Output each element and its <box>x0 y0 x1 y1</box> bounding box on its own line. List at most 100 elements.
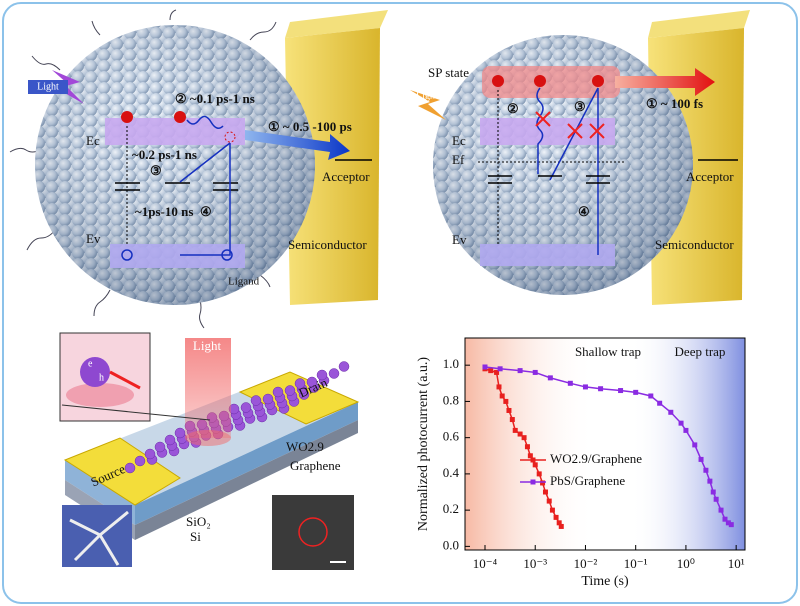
x-axis-label: Time (s) <box>581 574 629 589</box>
ligands <box>9 9 277 329</box>
series-line <box>484 368 562 527</box>
legend-marker <box>530 457 536 463</box>
sio2-label: SiO₂ <box>186 514 211 529</box>
nanoparticle-shade <box>35 25 315 305</box>
si-label: Si <box>190 529 201 544</box>
quantum-dot <box>250 395 262 406</box>
data-point <box>722 516 728 522</box>
electron <box>121 111 133 123</box>
data-point <box>540 480 546 486</box>
x-tick-label: 10⁰ <box>677 556 695 571</box>
quantum-dot <box>272 386 284 398</box>
slab-top <box>648 10 750 38</box>
light-spot <box>185 430 231 446</box>
valence-band <box>480 244 615 266</box>
ligand-label: Ligand <box>228 276 260 288</box>
data-point <box>698 456 704 462</box>
conduction-band <box>480 118 615 145</box>
data-point <box>567 380 573 386</box>
light-icon <box>410 90 446 120</box>
data-point <box>509 417 515 423</box>
wo-label: WO2.9 <box>286 439 324 454</box>
data-point <box>496 384 502 390</box>
legend-label: WO2.9/Graphene <box>550 451 642 466</box>
data-point <box>678 420 684 426</box>
light-label: Light <box>37 81 59 92</box>
y-tick-label: 0.8 <box>443 392 459 407</box>
step-label: ② <box>507 101 519 116</box>
relaxation-arrow <box>186 115 224 129</box>
transfer-arrow <box>245 130 350 160</box>
data-point <box>728 522 734 528</box>
data-point <box>482 364 488 370</box>
blocked <box>535 111 605 139</box>
step-label: ② ~0.1 ps-1 ns <box>175 91 255 106</box>
hole-label: h <box>99 372 104 383</box>
data-point <box>703 467 709 473</box>
legend-label: PbS/Graphene <box>550 473 625 488</box>
data-point <box>517 368 523 374</box>
y-tick-label: 0.6 <box>443 429 460 444</box>
tem-image <box>272 495 354 570</box>
graphene-label: Graphene <box>290 458 341 473</box>
light-label: Light <box>193 338 222 353</box>
sp-state <box>482 66 620 98</box>
step-label: ④ <box>200 204 212 219</box>
panel-b: SP state Light ② ③ ① ~ 100 fs Ec Ef Ev ④… <box>410 10 750 305</box>
acceptor-label: Acceptor <box>322 169 370 184</box>
light-label: Light <box>416 90 438 101</box>
substrate-front <box>135 402 358 525</box>
trap-levels <box>488 175 610 184</box>
inset-ripple <box>66 383 134 407</box>
data-point <box>521 435 527 441</box>
data-point <box>657 400 663 406</box>
y-axis-label: Normalized photocurrent (a.u.) <box>416 357 431 531</box>
data-point <box>725 520 731 526</box>
data-point <box>553 514 559 520</box>
data-point <box>598 386 604 392</box>
hole <box>221 249 233 261</box>
semiconductor-label: Semiconductor <box>655 237 734 252</box>
quantum-dot <box>338 361 350 372</box>
acceptor-label: Acceptor <box>686 169 734 184</box>
quantum-dot <box>306 376 318 388</box>
light-beam <box>185 338 231 438</box>
panel-c: e h Light Drain Source WO2.9 Graphene Si… <box>59 332 360 570</box>
trap-regions <box>465 338 745 550</box>
annotation: Shallow trap <box>575 344 641 359</box>
data-point <box>499 393 505 399</box>
hole <box>121 249 133 261</box>
quantum-dot <box>240 402 252 413</box>
transfer-label: ① ~ 0.5 -100 ps <box>268 119 352 134</box>
data-point <box>710 489 716 495</box>
y-tick-label: 0.4 <box>443 465 460 480</box>
data-point <box>532 462 538 468</box>
electron <box>174 111 186 123</box>
inset-dot <box>80 357 110 387</box>
plot-frame <box>464 337 746 551</box>
data-point <box>542 489 548 495</box>
x-tick-label: 10⁻² <box>574 556 598 571</box>
quantum-dot <box>124 462 136 474</box>
data-point <box>517 431 523 437</box>
data-point <box>546 498 552 504</box>
data-point <box>527 453 533 459</box>
electron-label: e <box>88 358 93 369</box>
data-point <box>707 478 713 484</box>
source-electrode <box>63 437 181 506</box>
x-tick-label: 10¹ <box>728 556 745 571</box>
legend-marker <box>530 479 536 485</box>
ef-label: Ef <box>452 152 465 167</box>
data-point <box>713 496 719 502</box>
quantum-dot <box>144 448 156 460</box>
sp-state-label: SP state <box>428 65 469 80</box>
data-point <box>556 520 562 526</box>
data-point <box>648 393 654 399</box>
data-point <box>558 523 564 529</box>
quantum-dot <box>284 385 296 396</box>
semiconductor-label: Semiconductor <box>288 237 367 252</box>
step-label: ③ <box>574 99 586 114</box>
annotation: Deep trap <box>675 344 726 359</box>
